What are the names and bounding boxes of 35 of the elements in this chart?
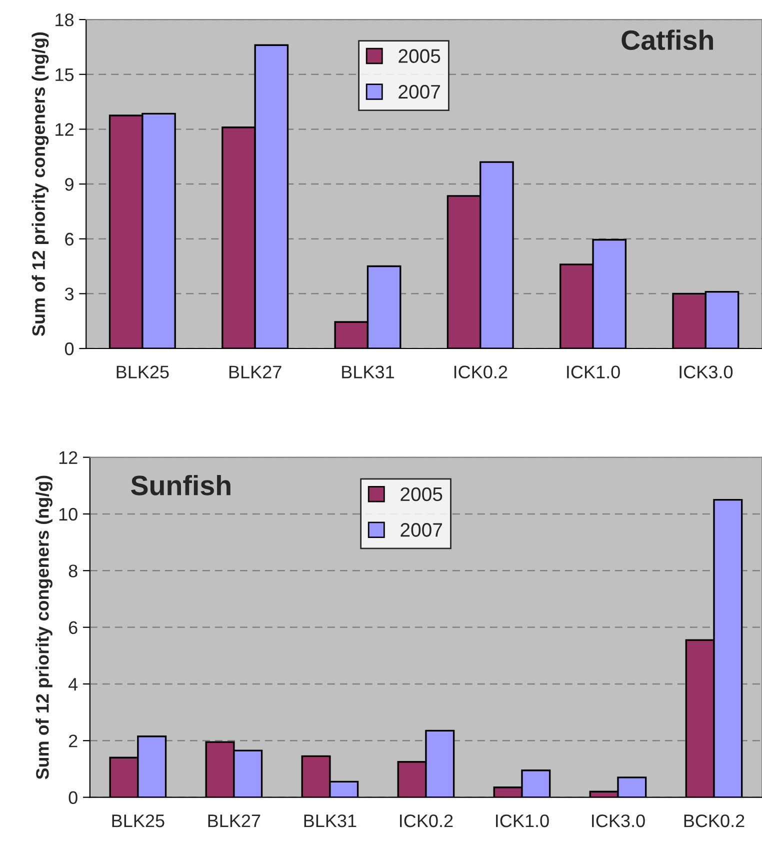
y-axis-title: Sum of 12 priority congeners (ng/g) — [32, 32, 49, 336]
x-tick-label: BLK25 — [112, 814, 164, 828]
x-tick-label: ICK0.2 — [454, 366, 508, 378]
x-tick-label: BLK27 — [208, 814, 260, 828]
y-tick-label: 4 — [68, 678, 78, 691]
x-tick-label: ICK1.0 — [496, 814, 549, 828]
y-tick-label: 6 — [65, 232, 74, 246]
x-tick-label: BLK27 — [229, 366, 282, 378]
y-tick-label: 9 — [65, 178, 74, 191]
y-tick-label: 10 — [59, 508, 78, 521]
y-axis-title: Sum of 12 priority congeners (ng/g) — [36, 476, 52, 780]
chart-title: Catfish — [622, 30, 713, 50]
x-tick-label: ICK3.0 — [680, 366, 733, 378]
y-tick-label: 2 — [68, 734, 78, 748]
legend-label: 2005 — [398, 49, 440, 63]
x-tick-label: BLK31 — [304, 814, 356, 828]
y-tick-label: 6 — [68, 621, 78, 634]
x-tick-label: ICK1.0 — [567, 366, 620, 378]
x-tick-label: ICK0.2 — [400, 814, 453, 828]
text: Sunfish — [131, 474, 230, 496]
y-tick-label: 3 — [64, 288, 74, 300]
legend-label: 2005 — [400, 487, 442, 502]
y-tick-label: 0 — [64, 342, 74, 356]
y-tick-label: 12 — [59, 451, 78, 464]
y-tick-label: 0 — [68, 791, 78, 804]
y-tick-label: 18 — [56, 13, 74, 26]
y-tick-label: 12 — [56, 123, 74, 136]
legend-label: 2007 — [400, 523, 442, 537]
x-tick-label: BLK25 — [116, 366, 169, 378]
x-tick-label: BLK31 — [342, 366, 394, 378]
y-tick-label: 8 — [68, 564, 78, 578]
y-tick-label: 15 — [56, 68, 74, 82]
legend-label: 2007 — [398, 84, 440, 99]
x-tick-label: BCK0.2 — [684, 814, 744, 828]
x-tick-label: ICK3.0 — [592, 814, 645, 828]
